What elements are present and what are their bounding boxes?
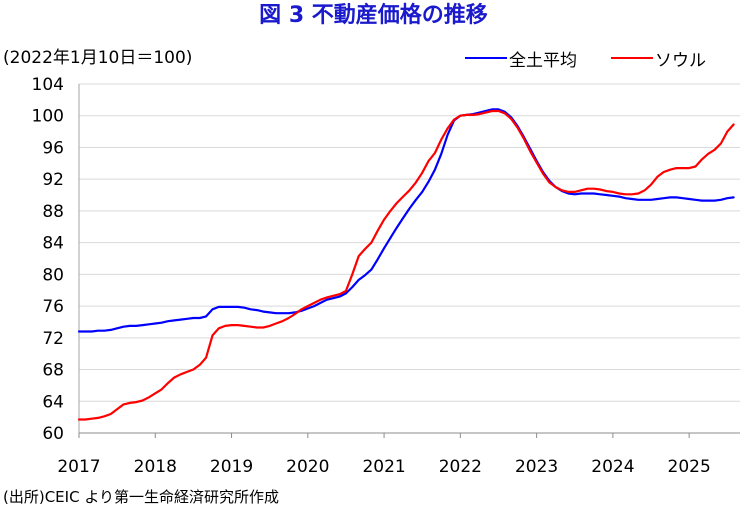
y-tick-label: 92 xyxy=(42,170,64,190)
y-tick-label: 68 xyxy=(42,361,64,381)
legend-swatch-nationwide xyxy=(465,57,507,59)
y-tick-label: 72 xyxy=(42,329,64,349)
y-tick-label: 60 xyxy=(42,424,64,444)
y-tick-label: 76 xyxy=(42,297,64,317)
x-tick-label: 2018 xyxy=(134,457,177,477)
legend-item-nationwide: 全土平均 xyxy=(465,46,577,71)
chart-title: 図 3 不動産価格の推移 xyxy=(259,3,488,28)
y-tick-label: 84 xyxy=(42,234,64,254)
source-note: (出所)CEIC より第一生命経済研究所作成 xyxy=(3,488,280,506)
y-tick-label: 96 xyxy=(42,138,64,158)
series-line-seoul xyxy=(77,109,735,421)
x-tick-label: 2022 xyxy=(439,457,482,477)
x-tick-label: 2025 xyxy=(668,457,711,477)
y-tick-label: 80 xyxy=(42,265,64,285)
chart-subtitle: (2022年1月10日＝100) xyxy=(3,48,193,68)
x-tick-label: 2017 xyxy=(57,457,100,477)
x-tick-label: 2019 xyxy=(210,457,253,477)
x-tick-label: 2021 xyxy=(362,457,405,477)
x-tick-label: 2020 xyxy=(286,457,329,477)
legend-label-seoul: ソウル xyxy=(655,50,706,71)
y-tick-label: 64 xyxy=(42,392,64,412)
y-tick-label: 88 xyxy=(42,202,64,222)
legend-swatch-seoul xyxy=(611,57,653,59)
y-tick-label: 100 xyxy=(32,107,64,127)
series-line-nationwide xyxy=(77,108,735,333)
x-tick-label: 2024 xyxy=(591,457,634,477)
x-tick-label: 2023 xyxy=(515,457,558,477)
legend-item-seoul: ソウル xyxy=(611,46,706,71)
y-tick-label: 104 xyxy=(32,75,64,95)
legend-label-nationwide: 全土平均 xyxy=(509,50,577,71)
